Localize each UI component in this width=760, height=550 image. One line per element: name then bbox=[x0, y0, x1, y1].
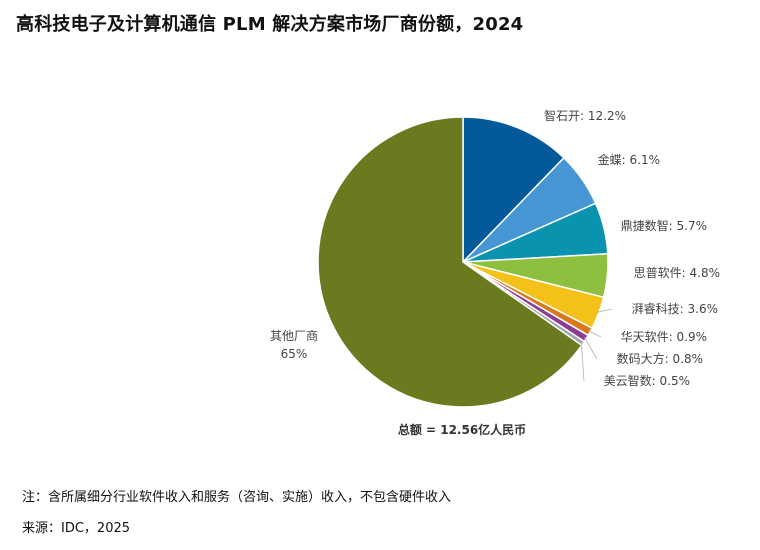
slice-label-9: 其他厂商 bbox=[270, 328, 318, 343]
pie-slice-9 bbox=[317, 116, 583, 408]
footnote: 注：含所属细分行业软件收入和服务（咨询、实施）收入，不包含硬件收入 bbox=[22, 490, 452, 505]
pie-slice-1 bbox=[462, 116, 565, 264]
leader-line-7 bbox=[584, 337, 598, 360]
slice-label-5: 湃睿科技: 3.6% bbox=[632, 301, 718, 316]
slice-label-1: 智石开: 12.2% bbox=[544, 108, 626, 123]
leader-line-8 bbox=[580, 342, 585, 382]
source-note: 来源：IDC，2025 bbox=[22, 521, 131, 536]
slice-value-9: 65% bbox=[281, 347, 308, 361]
slice-label-2: 金蝶: 6.1% bbox=[598, 152, 660, 167]
slice-label-4: 思普软件: 4.8% bbox=[634, 266, 720, 280]
slice-label-6: 华天软件: 0.9% bbox=[621, 330, 707, 344]
leader-line-5 bbox=[596, 308, 613, 313]
slice-label-8: 美云智数: 0.5% bbox=[604, 373, 690, 388]
slice-label-7: 数码大方: 0.8% bbox=[617, 351, 703, 366]
total-label: 总额 = 12.56亿人民币 bbox=[398, 422, 526, 437]
chart-title: 高科技电子及计算机通信 PLM 解决方案市场厂商份额，2024 bbox=[16, 14, 524, 35]
leader-line-6 bbox=[588, 330, 602, 338]
slice-label-3: 鼎捷数智: 5.7% bbox=[621, 218, 707, 233]
